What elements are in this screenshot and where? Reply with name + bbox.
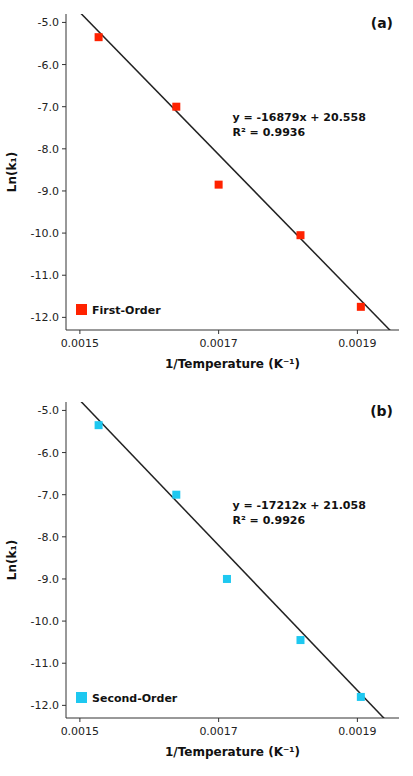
point [95, 421, 103, 429]
point [215, 181, 223, 189]
y-tick-label: -9.0 [38, 573, 59, 586]
y-tick [62, 494, 66, 495]
x-axis-label: 1/Temperature (K⁻¹) [165, 357, 300, 371]
x-tick-label: 0.0017 [199, 337, 238, 350]
point [357, 693, 365, 701]
x-tick-label: 0.0015 [61, 725, 100, 738]
y-tick [62, 410, 66, 411]
y-tick [62, 317, 66, 318]
panel: -12.0 -11.0 -10.0 -9.0 -8.0 -7.0 -6.0 -5.0 0.001… [5, 386, 399, 759]
annotation: R² = 0.9936 [233, 126, 306, 139]
annotation: R² = 0.9926 [233, 514, 306, 527]
figure: -12.0 -11.0 -10.0 -9.0 -8.0 -7.0 -6.0 -5.0 0.001… [0, 0, 413, 776]
x-tick [79, 718, 80, 722]
x-tick-label: 0.0017 [199, 725, 238, 738]
y-tick [62, 705, 66, 706]
y-tick [62, 106, 66, 107]
annotation: y = -16879x + 20.558 [233, 111, 366, 124]
x-tick-label: 0.0019 [338, 725, 377, 738]
legend-label: Second-Order [92, 692, 178, 705]
plot-area [66, 402, 399, 718]
x-tick-label: 0.0015 [61, 337, 100, 350]
y-tick-label: -7.0 [38, 489, 59, 502]
y-tick-label: -8.0 [38, 531, 59, 544]
panel-title: (b) [370, 403, 393, 419]
y-axis-label: Ln(k₁) [5, 540, 19, 580]
x-tick [218, 330, 219, 334]
y-tick-label: -11.0 [31, 657, 59, 670]
y-tick [62, 578, 66, 579]
legend-label: First-Order [92, 304, 161, 317]
fit-line [66, 402, 399, 718]
y-tick [62, 64, 66, 65]
x-tick [79, 330, 80, 334]
legend-swatch [76, 304, 87, 315]
x-tick [218, 718, 219, 722]
point [223, 575, 231, 583]
x-tick-label: 0.0019 [338, 337, 377, 350]
y-tick-label: -7.0 [38, 101, 59, 114]
y-tick-label: -10.0 [31, 615, 59, 628]
fit-line [66, 14, 399, 330]
y-tick-label: -8.0 [38, 143, 59, 156]
y-tick [62, 275, 66, 276]
x-axis-line [66, 718, 399, 719]
point [95, 33, 103, 41]
point [296, 231, 304, 239]
x-tick [357, 330, 358, 334]
x-tick [357, 718, 358, 722]
y-tick [62, 190, 66, 191]
y-tick-label: -5.0 [38, 404, 59, 417]
panel-title: (a) [371, 15, 393, 31]
point [172, 103, 180, 111]
y-tick-label: -10.0 [31, 227, 59, 240]
x-axis-label: 1/Temperature (K⁻¹) [165, 745, 300, 759]
x-axis-line [66, 330, 399, 331]
y-tick-label: -12.0 [31, 699, 59, 712]
y-tick-label: -11.0 [31, 269, 59, 282]
y-tick-label: -9.0 [38, 185, 59, 198]
point [296, 636, 304, 644]
annotation: y = -17212x + 21.058 [233, 499, 366, 512]
y-tick [62, 452, 66, 453]
y-tick [62, 536, 66, 537]
panel: -12.0 -11.0 -10.0 -9.0 -8.0 -7.0 -6.0 -5.0 0.001… [5, 0, 399, 371]
y-tick [62, 663, 66, 664]
y-tick-label: -5.0 [38, 16, 59, 29]
y-tick [62, 148, 66, 149]
y-tick [62, 233, 66, 234]
y-tick [62, 22, 66, 23]
legend-swatch [76, 692, 87, 703]
y-axis-label: Ln(k₁) [5, 152, 19, 192]
y-tick [62, 621, 66, 622]
y-tick-label: -12.0 [31, 311, 59, 324]
point [357, 303, 365, 311]
point [172, 491, 180, 499]
y-axis-line [66, 14, 67, 330]
y-tick-label: -6.0 [38, 447, 59, 460]
y-tick-label: -6.0 [38, 59, 59, 72]
plot-area [66, 14, 399, 330]
y-axis-line [66, 402, 67, 718]
